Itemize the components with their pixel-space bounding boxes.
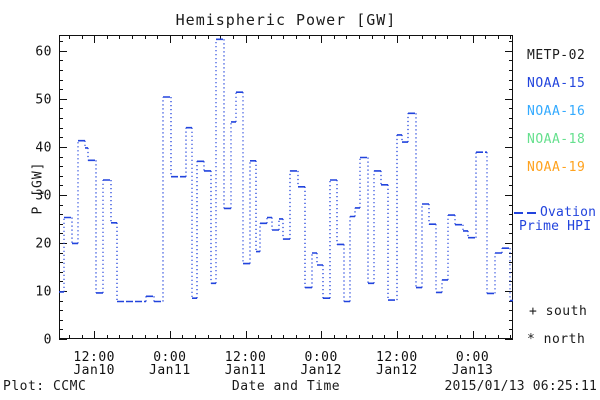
series-vertical-connectors [63,39,511,302]
y-tick-label: 10 [35,284,52,299]
legend-metp-02: METP-02 [527,48,586,63]
plot-timestamp: 2015/01/13 06:25:11 [444,379,597,394]
plot-source-label: Plot: CCMC [3,379,87,394]
dashed-line-sample-icon [514,211,523,214]
dashed-line-sample-icon [527,211,536,214]
legend-noaa-15: NOAA-15 [527,76,586,91]
y-tick-label: 50 [35,92,52,107]
legend-noaa-19: NOAA-19 [527,160,586,175]
legend-noaa-16: NOAA-16 [527,104,586,119]
x-tick-label: 12:00 Jan12 [376,350,418,378]
legend-noaa-18: NOAA-18 [527,132,586,147]
y-axis-title: P [GW] [30,161,46,215]
x-axis-title: Date and Time [231,379,341,394]
satellite-legend: METP-02 NOAA-15 NOAA-16 NOAA-18 NOAA-19 [527,48,585,188]
series-step-levels [59,38,513,303]
y-tick-label: 60 [35,44,52,59]
ovation-label-line2: Prime HPI [519,219,592,234]
ovation-legend-entry: Ovation Prime HPI [514,206,600,234]
north-marker-legend: * north [527,332,586,347]
x-tick-label: 12:00 Jan10 [73,350,115,378]
x-tick-label: 0:00 Jan12 [300,350,342,378]
south-marker-legend: + south [529,304,588,319]
y-tick-label: 20 [35,236,52,251]
y-tick-label: 0 [44,333,52,348]
chart-title: Hemispheric Power [GW] [175,11,397,29]
ovation-label-line1: Ovation [540,205,597,220]
x-tick-label: 0:00 Jan13 [452,350,494,378]
ovation-line-row: Ovation [514,206,600,220]
x-tick-label: 12:00 Jan11 [225,350,267,378]
y-tick-label: 40 [35,140,52,155]
plot-frame [59,35,513,339]
y-tick-label: 30 [35,188,52,203]
x-tick-label: 0:00 Jan11 [149,350,191,378]
